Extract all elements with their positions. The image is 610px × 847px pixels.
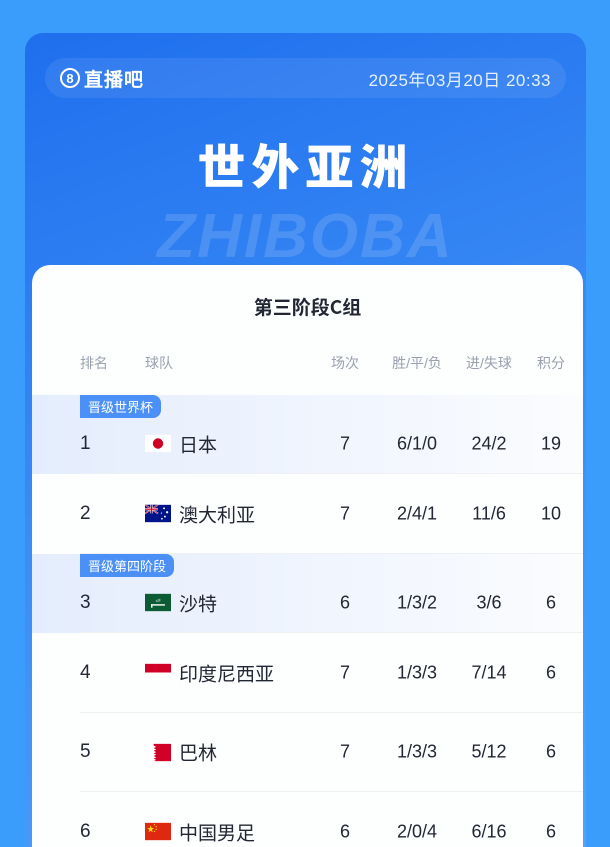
svg-text:الله: الله	[155, 599, 160, 603]
